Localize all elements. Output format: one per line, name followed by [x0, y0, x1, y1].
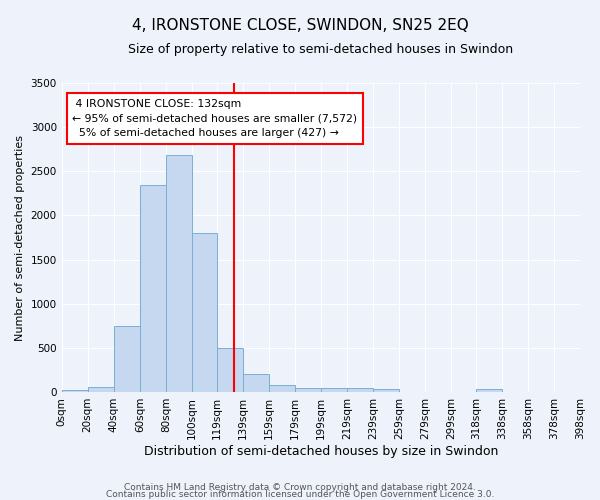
Bar	[476, 390, 502, 392]
Bar	[114, 326, 140, 392]
Bar	[62, 390, 88, 392]
Text: Contains HM Land Registry data © Crown copyright and database right 2024.: Contains HM Land Registry data © Crown c…	[124, 484, 476, 492]
Bar	[321, 388, 347, 392]
Bar	[269, 386, 295, 392]
Bar	[140, 184, 166, 392]
X-axis label: Distribution of semi-detached houses by size in Swindon: Distribution of semi-detached houses by …	[143, 444, 498, 458]
Bar	[166, 156, 192, 392]
Bar	[295, 388, 321, 392]
Bar	[347, 388, 373, 392]
Bar	[192, 233, 217, 392]
Bar	[217, 348, 242, 392]
Text: 4 IRONSTONE CLOSE: 132sqm
← 95% of semi-detached houses are smaller (7,572)
  5%: 4 IRONSTONE CLOSE: 132sqm ← 95% of semi-…	[72, 98, 357, 138]
Text: 4, IRONSTONE CLOSE, SWINDON, SN25 2EQ: 4, IRONSTONE CLOSE, SWINDON, SN25 2EQ	[131, 18, 469, 32]
Title: Size of property relative to semi-detached houses in Swindon: Size of property relative to semi-detach…	[128, 42, 514, 56]
Bar	[242, 374, 269, 392]
Y-axis label: Number of semi-detached properties: Number of semi-detached properties	[15, 134, 25, 340]
Bar	[88, 387, 114, 392]
Bar	[373, 390, 399, 392]
Text: Contains public sector information licensed under the Open Government Licence 3.: Contains public sector information licen…	[106, 490, 494, 499]
